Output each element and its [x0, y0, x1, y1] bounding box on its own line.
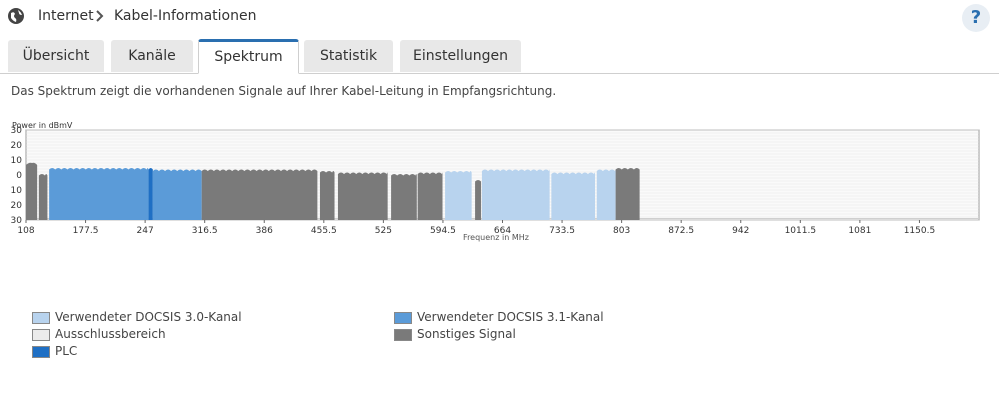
y-tick-label: 10	[11, 186, 23, 196]
y-tick-label: 0	[16, 171, 22, 181]
tab-bar: Übersicht Kanäle Spektrum Statistik Eins…	[0, 39, 999, 74]
globe-icon	[8, 8, 24, 24]
x-tick-label: 108	[17, 226, 34, 236]
x-tick-label: 316.5	[192, 226, 218, 236]
spectrum-segment-other	[201, 169, 318, 220]
tab-einstellungen[interactable]: Einstellungen	[400, 40, 521, 72]
x-tick-label: 594.5	[430, 226, 456, 236]
spectrum-segment-docsis30	[481, 169, 550, 220]
spectrum-segment-docsis31	[49, 168, 149, 220]
spectrum-segment-other	[391, 174, 417, 220]
legend-swatch-docsis30	[32, 312, 50, 324]
spectrum-segment-docsis30	[445, 171, 472, 220]
legend-label-ausschluss: Ausschlussbereich	[55, 327, 166, 341]
legend-label-plc: PLC	[55, 344, 78, 358]
spectrum-segment-other	[38, 174, 48, 220]
y-axis-label: Power in dBmV	[12, 121, 73, 130]
spectrum-segment-other	[337, 172, 388, 220]
tab-statistik[interactable]: Statistik	[304, 40, 393, 72]
x-tick-label: 455.5	[311, 226, 337, 236]
x-tick-label: 942	[732, 226, 749, 236]
spectrum-segment-other	[615, 168, 640, 220]
breadcrumb-internet[interactable]: Internet	[38, 8, 94, 24]
spectrum-segment-docsis30	[551, 172, 596, 220]
x-tick-label: 733.5	[549, 226, 575, 236]
x-tick-label: 872.5	[668, 226, 694, 236]
x-tick-label: 177.5	[73, 226, 99, 236]
tab-spektrum[interactable]: Spektrum	[198, 39, 299, 74]
spectrum-segment-other	[319, 171, 335, 220]
x-tick-label: 1011.5	[785, 226, 817, 236]
spectrum-segment-docsis30	[596, 169, 616, 220]
legend-label-docsis30: Verwendeter DOCSIS 3.0-Kanal	[55, 310, 242, 324]
y-tick-label: 30	[11, 126, 23, 136]
x-tick-label: 247	[137, 226, 154, 236]
spectrum-segment-docsis31	[152, 169, 202, 220]
x-tick-label: 803	[613, 226, 630, 236]
tab-kanaele[interactable]: Kanäle	[111, 40, 193, 72]
x-tick-label: 1150.5	[904, 226, 936, 236]
legend-swatch-plc	[32, 346, 50, 358]
legend-label-docsis31: Verwendeter DOCSIS 3.1-Kanal	[417, 310, 604, 324]
header: Internet Kabel-Informationen ?	[0, 0, 999, 36]
legend-swatch-docsis31	[394, 312, 412, 324]
y-tick-label: 30	[11, 216, 23, 226]
spectrum-segment-other	[26, 162, 38, 220]
spectrum-segment-plc	[148, 168, 153, 220]
spectrum-description: Das Spektrum zeigt die vorhandenen Signa…	[11, 84, 557, 98]
x-tick-label: 1081	[848, 226, 871, 236]
chevron-right-icon	[96, 10, 104, 22]
help-button[interactable]: ?	[962, 4, 990, 32]
legend-swatch-ausschluss	[32, 329, 50, 341]
legend-label-sonstiges: Sonstiges Signal	[417, 327, 516, 341]
x-tick-label: 386	[256, 226, 273, 236]
x-tick-label: 664	[494, 226, 511, 236]
x-axis-label: Frequenz in MHz	[463, 233, 529, 242]
x-tick-label: 525	[375, 226, 392, 236]
y-tick-label: 10	[11, 156, 23, 166]
spectrum-segment-other	[475, 180, 482, 220]
tab-uebersicht[interactable]: Übersicht	[8, 40, 104, 72]
breadcrumb-kabel-informationen: Kabel-Informationen	[114, 8, 257, 24]
legend-swatch-sonstiges	[394, 329, 412, 341]
y-tick-label: 20	[11, 141, 23, 151]
y-tick-label: 20	[11, 201, 23, 211]
spectrum-segment-other	[417, 172, 443, 220]
